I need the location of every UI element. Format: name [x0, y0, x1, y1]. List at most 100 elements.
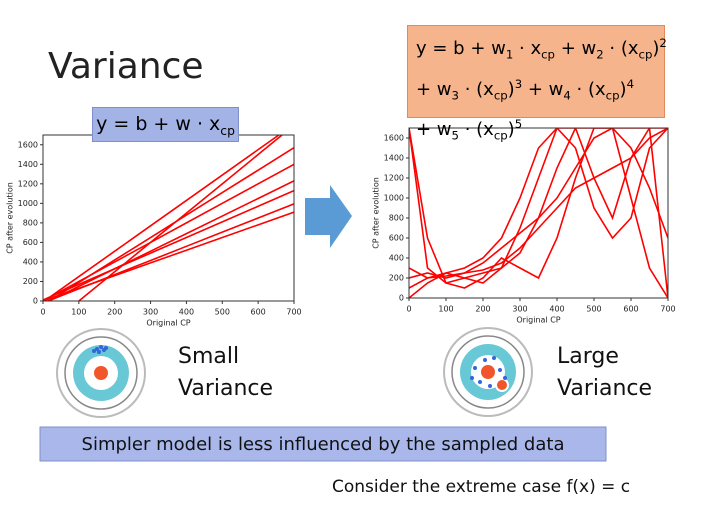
x-tick-label: 200	[107, 308, 122, 317]
chart: 0 100 200 300 400 500 600 700 0 200 400 600 800 1000 1…	[6, 134, 302, 328]
y-tick-label: 1000	[384, 194, 404, 203]
lines	[43, 135, 294, 301]
formula-part: )	[619, 78, 627, 100]
formula-line: + w3 · (xcp)3 + w4 · (xcp)4	[416, 70, 664, 111]
x-axis-label: Original CP	[516, 316, 560, 325]
formula-part: · (x	[458, 78, 494, 100]
data-line	[409, 128, 668, 279]
y-tick-label: 1600	[384, 134, 404, 143]
formula-part: cp	[605, 88, 620, 103]
formula-part: 2	[659, 36, 667, 50]
y-tick-label: 1600	[18, 140, 38, 149]
x-tick-label: 0	[406, 305, 411, 314]
x-tick-label: 300	[512, 305, 527, 314]
target-large	[443, 327, 533, 417]
formula-part: · (x	[458, 119, 494, 141]
formula-line: y = b + w1 · xcp + w2 · (xcp)2	[416, 29, 667, 70]
data-line	[47, 180, 294, 301]
formula-part: 4	[626, 76, 634, 91]
formula-part: cp	[493, 128, 508, 143]
data-line	[45, 203, 294, 301]
x-tick-label: 100	[71, 308, 86, 317]
formula-line: + w5 · (xcp)5	[416, 110, 664, 151]
y-tick-label: 200	[389, 274, 404, 283]
data-line	[409, 128, 668, 298]
plot-border	[408, 127, 669, 299]
target-small	[56, 328, 146, 418]
data-line	[47, 147, 294, 301]
y-tick-label: 800	[23, 218, 38, 227]
formula-part: )	[507, 78, 515, 100]
formula-box: y = b + w1 · xcp + w2 · (xcp)2 + w3 · (xc…	[407, 25, 667, 143]
data-line	[43, 135, 281, 301]
banner-text: Simpler model is less influenced by the …	[82, 434, 565, 455]
y-tick-label: 0	[399, 294, 404, 303]
y-tick-label: 400	[389, 254, 404, 263]
formula-part: )	[507, 119, 515, 141]
target-label: Variance	[557, 376, 652, 401]
formula-part: · x	[513, 38, 542, 59]
y-axis-label: CP after evolution	[6, 182, 15, 254]
formula-part: cp	[638, 47, 653, 62]
x-tick-label: 600	[251, 308, 266, 317]
x-tick-label: 100	[438, 305, 453, 314]
formula-part: · (x	[603, 38, 639, 59]
data-line	[409, 128, 668, 298]
formula-part: y = b + w · x	[96, 113, 221, 135]
formula-part: 3	[514, 76, 523, 91]
data-line	[43, 189, 294, 301]
formula-part: cp	[541, 47, 555, 62]
y-tick-label: 1200	[18, 179, 38, 188]
formula-part: + w	[554, 38, 597, 59]
formula-box: y = b + w · xcp	[92, 107, 239, 142]
data-line	[409, 128, 668, 298]
formula-line: y = b + w · xcp	[93, 108, 238, 148]
x-tick-label: 200	[475, 305, 490, 314]
x-tick-label: 400	[179, 308, 194, 317]
formula-part: 4	[563, 88, 571, 103]
banner-box	[39, 426, 607, 462]
x-tick-label: 0	[40, 308, 45, 317]
x-axis-label: Original CP	[146, 319, 190, 328]
formula-part: cp	[493, 88, 508, 103]
y-tick-label: 600	[23, 238, 38, 247]
plot-frame	[408, 127, 669, 299]
footer-text: Consider the extreme case f(x) = c	[332, 477, 630, 497]
formula-part: )	[652, 38, 660, 59]
chart: 0 100 200 300 400 500 600 700 0 200 400 600 800 1000 1…	[372, 127, 676, 325]
target-label: Small	[178, 344, 239, 369]
slide-title: Variance	[48, 46, 204, 87]
formula-part: · (x	[570, 78, 606, 100]
y-tick-label: 1400	[384, 154, 404, 163]
arrow	[305, 185, 352, 248]
y-tick-label: 0	[33, 297, 38, 306]
formula-part: cp	[220, 123, 235, 138]
formula-part: y = b + w	[416, 38, 506, 59]
formula-part: 5	[451, 128, 459, 143]
x-tick-label: 500	[586, 305, 601, 314]
formula-part: + w	[522, 78, 564, 100]
y-tick-label: 1000	[18, 199, 38, 208]
formula-part: 2	[596, 47, 604, 62]
target-label: Variance	[178, 376, 273, 401]
x-tick-label: 600	[623, 305, 638, 314]
x-tick-label: 500	[215, 308, 230, 317]
x-tick-label: 400	[549, 305, 564, 314]
formula-part: + w	[416, 119, 452, 141]
y-tick-label: 1200	[384, 174, 404, 183]
y-tick-label: 600	[389, 234, 404, 243]
y-tick-label: 800	[389, 214, 404, 223]
x-tick-label: 300	[143, 308, 158, 317]
formula-part: 3	[451, 88, 459, 103]
x-tick-label: 700	[286, 308, 301, 317]
lines	[409, 128, 668, 298]
data-line	[77, 135, 284, 301]
target-label: Large	[557, 344, 619, 369]
x-tick-label: 700	[660, 305, 675, 314]
formula-part: + w	[416, 78, 452, 100]
y-tick-label: 1400	[18, 160, 38, 169]
y-tick-label: 200	[23, 277, 38, 286]
y-tick-label: 400	[23, 257, 38, 266]
